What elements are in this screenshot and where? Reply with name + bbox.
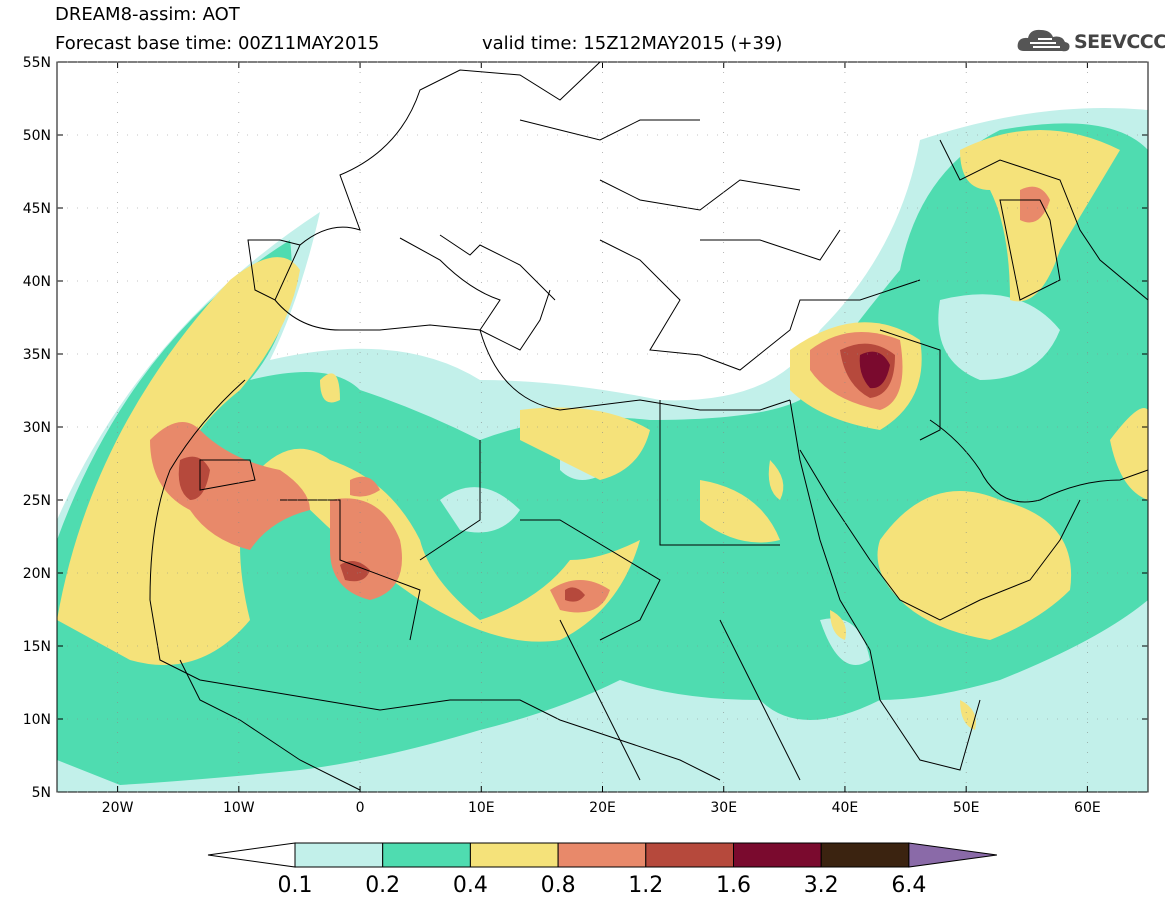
lon-tick-label: 50E xyxy=(953,800,980,816)
colorbar-swatch xyxy=(820,842,910,868)
colorbar-high-arrow xyxy=(908,842,997,868)
colorbar-label: 0.8 xyxy=(541,873,576,898)
aot-field xyxy=(57,108,1148,792)
logo-text: SEEVCCC xyxy=(1074,31,1165,53)
lat-tick-label: 10N xyxy=(23,712,51,728)
lat-tick-label: 45N xyxy=(23,201,51,217)
colorbar-swatch xyxy=(645,842,734,868)
lon-tick-label: 30E xyxy=(710,800,737,816)
lat-tick-label: 40N xyxy=(23,274,51,290)
lon-tick-label: 10W xyxy=(223,800,255,816)
lat-tick-label: 25N xyxy=(23,493,51,509)
colorbar-swatch xyxy=(382,842,471,868)
colorbar-label: 1.6 xyxy=(716,873,751,898)
lat-tick-label: 15N xyxy=(23,639,51,655)
colorbar-label: 0.4 xyxy=(453,873,488,898)
colorbar-label: 3.2 xyxy=(804,873,839,898)
cloud-icon xyxy=(1017,29,1070,52)
lat-tick-label: 35N xyxy=(23,347,51,363)
colorbar-low-arrow xyxy=(207,842,296,868)
lon-tick-label: 20W xyxy=(102,800,134,816)
lon-axis: 20W 10W 0 10E 20E 30E 40E 50E 60E xyxy=(102,62,1101,816)
lon-tick-label: 60E xyxy=(1074,800,1101,816)
valid-time: valid time: 15Z12MAY2015 (+39) xyxy=(482,33,783,54)
lon-tick-label: 10E xyxy=(468,800,495,816)
colorbar-swatch xyxy=(469,842,559,868)
lon-tick-label: 0 xyxy=(356,800,365,816)
seevccc-logo: SEEVCCC xyxy=(1016,27,1165,55)
lat-axis: 55N 50N 45N 40N 35N 30N 25N 20N 15N 10N 5N xyxy=(23,55,1148,801)
lat-tick-label: 55N xyxy=(23,55,51,71)
lon-tick-label: 40E xyxy=(832,800,859,816)
colorbar-label: 0.2 xyxy=(365,873,400,898)
chart-title: DREAM8-assim: AOT xyxy=(55,4,240,25)
colorbar-label: 6.4 xyxy=(891,873,926,898)
colorbar-label: 0.1 xyxy=(278,873,313,898)
lat-tick-label: 30N xyxy=(23,420,51,436)
colorbar-swatch xyxy=(733,842,822,868)
colorbar-swatch xyxy=(557,842,647,868)
lat-tick-label: 5N xyxy=(32,785,51,801)
lat-tick-label: 20N xyxy=(23,566,51,582)
lon-tick-label: 20E xyxy=(589,800,616,816)
coastlines xyxy=(149,62,1148,791)
forecast-base-time: Forecast base time: 00Z11MAY2015 xyxy=(55,33,380,54)
lat-tick-label: 50N xyxy=(23,128,51,144)
colorbar-swatch xyxy=(294,842,384,868)
colorbar-label: 1.2 xyxy=(628,873,663,898)
